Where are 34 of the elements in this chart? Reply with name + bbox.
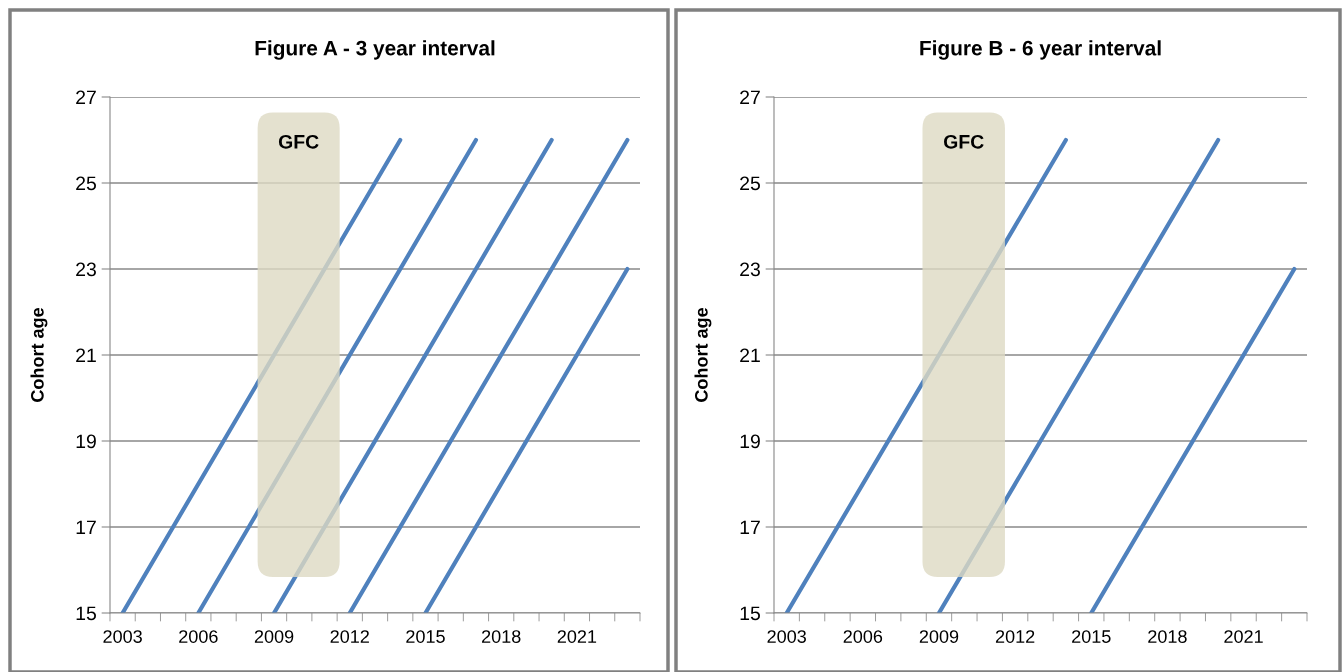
y-axis-title: Cohort age	[30, 307, 48, 402]
x-tick-label: 2015	[406, 630, 445, 643]
x-tick-label: 2006	[179, 630, 218, 643]
y-tick-label: 21	[740, 348, 760, 363]
y-tick-label: 19	[740, 434, 760, 449]
y-tick-label: 23	[740, 262, 760, 277]
y-tick-label: 21	[76, 348, 96, 363]
y-tick-label: 17	[740, 520, 760, 535]
x-tick-label: 2018	[1148, 630, 1187, 643]
band-label: GFC	[944, 134, 984, 149]
y-tick-label: 27	[76, 90, 96, 105]
y-tick-label: 17	[76, 520, 96, 535]
y-tick-label: 15	[740, 606, 760, 621]
x-tick-label: 2021	[1224, 630, 1263, 643]
y-tick-label: 15	[76, 606, 96, 621]
y-tick-label: 19	[76, 434, 96, 449]
x-tick-label: 2018	[482, 630, 521, 643]
x-tick-label: 2021	[557, 630, 597, 643]
x-tick-label: 2009	[919, 630, 959, 643]
x-tick-label: 2012	[330, 630, 369, 643]
x-tick-label: 2012	[995, 630, 1035, 643]
y-tick-label: 25	[76, 176, 96, 191]
y-tick-label: 27	[740, 90, 760, 105]
band-label: GFC	[278, 134, 319, 149]
y-tick-label: 25	[740, 176, 760, 191]
x-tick-label: 2006	[843, 630, 883, 643]
chart-title: Figure A - 3 year interval	[255, 40, 495, 60]
x-tick-label: 2015	[1072, 630, 1111, 643]
x-tick-label: 2003	[103, 630, 142, 643]
x-tick-label: 2003	[767, 630, 806, 643]
chart-title: Figure B - 6 year interval	[920, 40, 1161, 60]
y-tick-label: 23	[76, 262, 96, 277]
y-axis-title: Cohort age	[694, 307, 712, 402]
x-tick-label: 2009	[254, 630, 294, 643]
